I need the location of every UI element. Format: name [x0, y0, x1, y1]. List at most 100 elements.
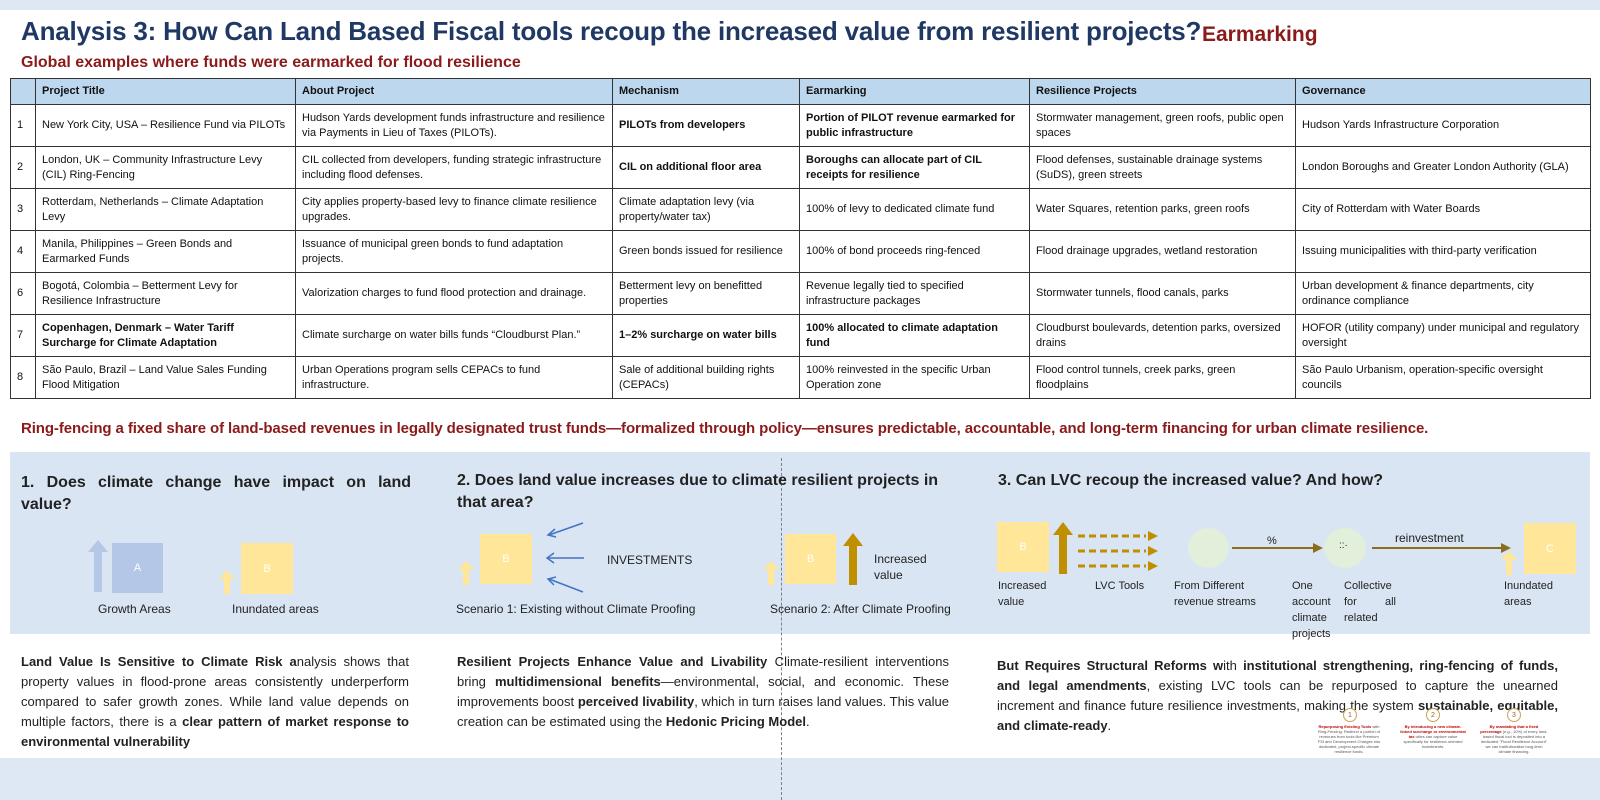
about-cell: Climate surcharge on water bills funds “…: [295, 314, 613, 357]
para-3-text-b: , existing LVC tools can be repurposed t…: [997, 678, 1558, 713]
resilience-projects-cell: Flood drainage upgrades, wetland restora…: [1029, 230, 1296, 273]
governance-cell: Urban development & finance departments,…: [1295, 272, 1591, 315]
growth-arrow-icon: [88, 540, 108, 592]
box-b: B: [241, 543, 293, 594]
para-2-emphasis-b: perceived livability: [577, 694, 695, 709]
governance-cell: HOFOR (utility company) under municipal …: [1295, 314, 1591, 357]
earmarking-cell: 100% of levy to dedicated climate fund: [799, 188, 1030, 231]
row-number: 1: [10, 104, 36, 147]
col-resilience-projects: Resilience Projects: [1029, 78, 1296, 105]
project-title-cell: Copenhagen, Denmark – Water Tariff Surch…: [35, 314, 296, 357]
mechanism-cell: Climate adaptation levy (via property/wa…: [612, 188, 800, 231]
para-3-emphasis-b: sustainable, equitable, and climate-read…: [997, 698, 1558, 733]
mechanism-cell: Green bonds issued for resilience: [612, 230, 800, 273]
earmarking-badge: Earmarking: [1202, 23, 1318, 46]
earmarking-cell: 100% of bond proceeds ring-fenced: [799, 230, 1030, 273]
small-up-arrow-icon: [763, 561, 779, 585]
mechanism-cell: Betterment levy on benefitted properties: [612, 272, 800, 315]
growth-areas-label: Growth Areas: [98, 602, 171, 616]
about-cell: Valorization charges to fund flood prote…: [295, 272, 613, 315]
investment-arrows-icon: [545, 522, 584, 593]
table-row: 3 Rotterdam, Netherlands – Climate Adapt…: [10, 188, 1591, 231]
table-row: 1 New York City, USA – Resilience Fund v…: [10, 104, 1591, 147]
para-3-lead: But Requires Structural Reforms w: [997, 658, 1224, 673]
earmarking-cell: 100% reinvested in the specific Urban Op…: [799, 356, 1030, 399]
increased-value-label: Increased value: [874, 552, 927, 582]
table-row: 2 London, UK – Community Infrastructure …: [10, 146, 1591, 189]
small-up-arrow-icon: [458, 561, 474, 585]
strategy-3-note: By mandating that a fixed percentage (e.…: [1480, 724, 1548, 754]
governance-cell: City of Rotterdam with Water Boards: [1295, 188, 1591, 231]
project-title-cell: Manila, Philippines – Green Bonds and Ea…: [35, 230, 296, 273]
resilience-projects-cell: Cloudburst boulevards, detention parks, …: [1029, 314, 1296, 357]
strategy-1-title: Repurposing Existing Tools: [1318, 724, 1372, 729]
governance-cell: London Boroughs and Greater London Autho…: [1295, 146, 1591, 189]
para-2-emphasis-c: Hedonic Pricing Model: [665, 714, 806, 729]
col-mechanism: Mechanism: [612, 78, 800, 105]
about-cell: City applies property-based levy to fina…: [295, 188, 613, 231]
strategy-2-title: By introducing a new climate-linked surc…: [1400, 724, 1466, 739]
value-up-arrow-icon: [1053, 522, 1073, 574]
scenario-2-label: Scenario 2: After Climate Proofing: [770, 602, 951, 616]
para-2-text-a: Climate-resilient interventions bring: [457, 654, 950, 689]
lvc-tools-label: LVC Tools: [1095, 580, 1145, 592]
resilience-projects-cell: Stormwater tunnels, flood canals, parks: [1029, 272, 1296, 315]
mechanism-cell: Sale of additional building rights (CEPA…: [612, 356, 800, 399]
revenue-streams-circle: [1188, 528, 1229, 568]
strategy-3-text: (e.g., 10%) of every land-based fiscal t…: [1480, 729, 1548, 754]
table-row: 8 São Paulo, Brazil – Land Value Sales F…: [10, 356, 1591, 399]
project-title-cell: New York City, USA – Resilience Fund via…: [35, 104, 296, 147]
para-3-emphasis-a: institutional strengthening, ring-fencin…: [997, 658, 1558, 693]
box-a: A: [112, 543, 163, 593]
ring-fencing-statement: Ring-fencing a fixed share of land-based…: [21, 420, 1429, 437]
section-2-paragraph: Resilient Projects Enhance Value and Liv…: [457, 652, 949, 732]
row-number: 2: [10, 146, 36, 189]
earmarking-cell: 100% allocated to climate adaptation fun…: [799, 314, 1030, 357]
increased-value-label: Increased value: [998, 580, 1047, 608]
box-b-lvc: B: [997, 522, 1049, 572]
row-number: 3: [10, 188, 36, 231]
page-title: Analysis 3: How Can Land Based Fiscal to…: [21, 16, 1202, 46]
project-title-cell: São Paulo, Brazil – Land Value Sales Fun…: [35, 356, 296, 399]
box-b-scenario1: B: [480, 534, 532, 584]
para-1-lead: Land Value Is Sensitive to Climate Risk …: [21, 654, 297, 669]
section-1-paragraph: Land Value Is Sensitive to Climate Risk …: [21, 652, 409, 752]
about-cell: Hudson Yards development funds infrastru…: [295, 104, 613, 147]
resilience-projects-cell: Flood control tunnels, creek parks, gree…: [1029, 356, 1296, 399]
investments-label: INVESTMENTS: [607, 553, 693, 567]
about-cell: Issuance of municipal green bonds to fun…: [295, 230, 613, 273]
examples-table: Project Title About Project Mechanism Ea…: [10, 78, 1591, 399]
dashed-arrows-icon: [1078, 531, 1158, 571]
table-subtitle: Global examples where funds were earmark…: [21, 54, 521, 71]
para-2-text-c: , which in turn raises land values. This…: [457, 694, 949, 729]
reinvestment-label: reinvestment: [1395, 531, 1464, 545]
row-number: 4: [10, 230, 36, 273]
col-num: [10, 78, 36, 105]
table-header-row: Project Title About Project Mechanism Ea…: [10, 78, 1591, 105]
question-2: 2. Does land value increases due to clim…: [457, 472, 939, 511]
para-2-lead: Resilient Projects Enhance Value and Liv…: [457, 654, 768, 669]
mechanism-cell: PILOTs from developers: [612, 104, 800, 147]
question-1: 1. Does climate change have impact on la…: [21, 474, 411, 513]
col-earmarking: Earmarking: [799, 78, 1030, 105]
small-up-arrow-icon: [1501, 551, 1517, 575]
row-number: 7: [10, 314, 36, 357]
para-3-text-a: ith: [1223, 658, 1244, 673]
strategy-2-text: cities can capture value specifically fo…: [1403, 734, 1463, 749]
bottom-band: [0, 758, 1600, 800]
para-2-text-b: —environmental, social, and economic. Th…: [457, 674, 949, 709]
one-account-label: One account climate projects: [1292, 580, 1331, 640]
strategy-1-text: with Ring-Fencing: Redirect a portion of…: [1317, 724, 1381, 754]
para-3-text-c: .: [1107, 718, 1112, 733]
box-c: C: [1524, 523, 1576, 574]
resilience-projects-cell: Flood defenses, sustainable drainage sys…: [1029, 146, 1296, 189]
col-governance: Governance: [1295, 78, 1591, 105]
mechanism-cell: CIL on additional floor area: [612, 146, 800, 189]
revenue-streams-label: From Different revenue streams: [1174, 580, 1256, 608]
strategy-2-icon: 2: [1426, 708, 1440, 722]
governance-cell: Hudson Yards Infrastructure Corporation: [1295, 104, 1591, 147]
inundated-areas-label: Inundated areas: [1504, 580, 1553, 608]
table-row: 7 Copenhagen, Denmark – Water Tariff Sur…: [10, 314, 1591, 357]
percent-label: %: [1267, 535, 1277, 547]
reinvestment-arrow-icon: [1372, 543, 1511, 553]
